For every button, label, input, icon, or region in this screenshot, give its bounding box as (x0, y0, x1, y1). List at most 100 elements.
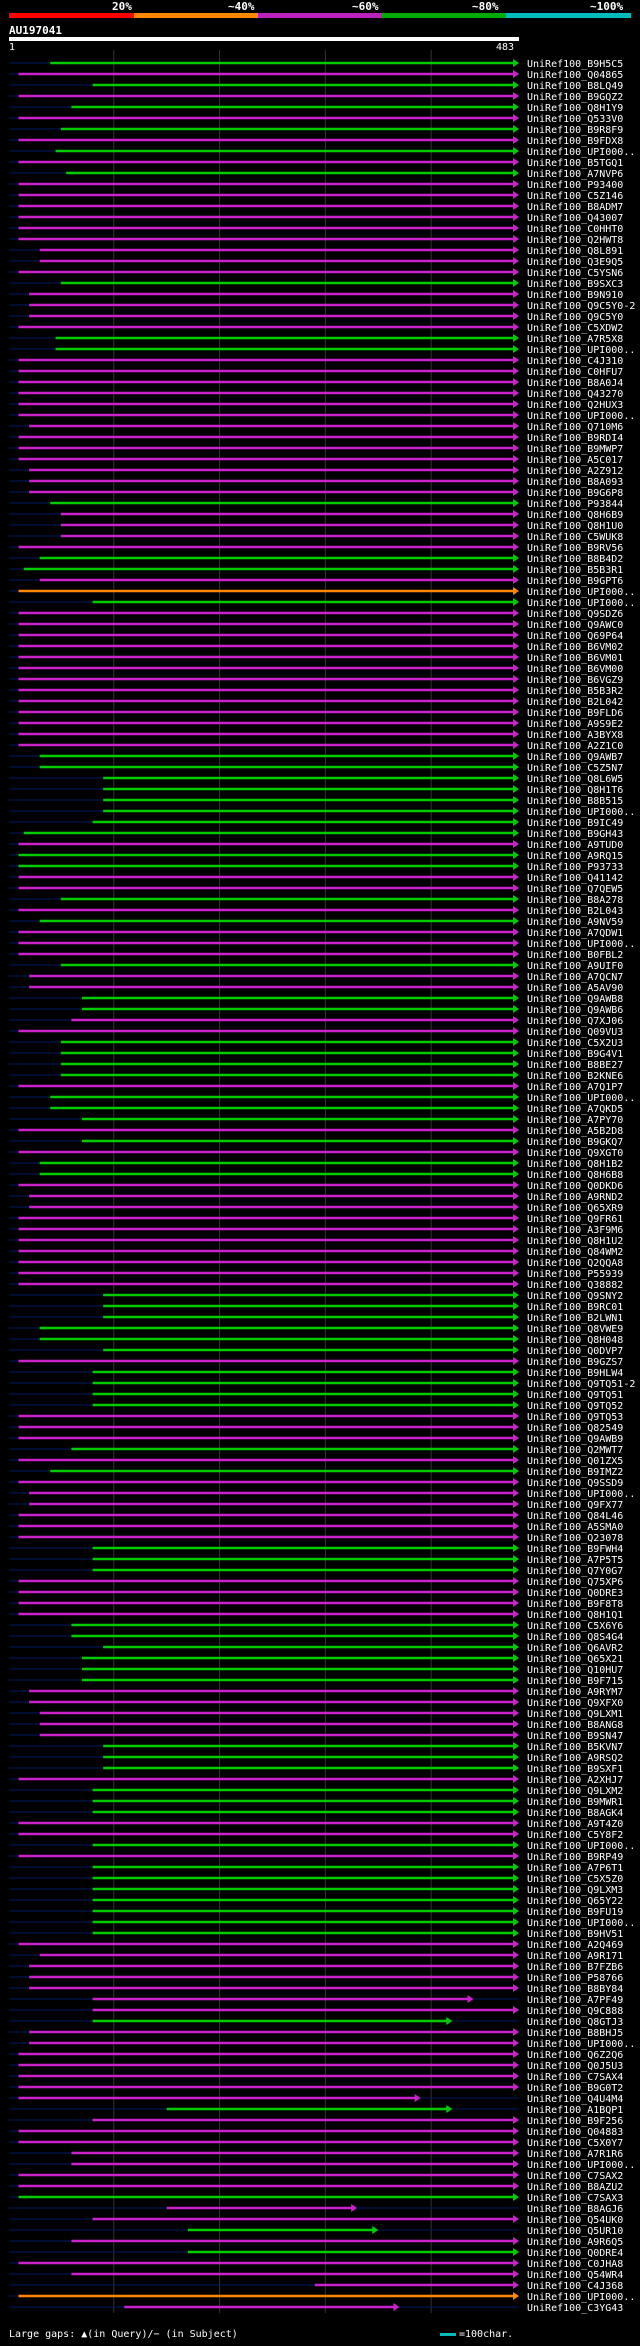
hit-label[interactable]: UniRef100_C5X2U3 (527, 1038, 623, 1049)
hit-label[interactable]: UniRef100_Q8H1T6 (527, 785, 623, 796)
hit-label[interactable]: UniRef100_Q9XGT0 (527, 1148, 623, 1159)
hit-label[interactable]: UniRef100_Q9AWB8 (527, 994, 623, 1005)
hit-label[interactable]: UniRef100_Q9AWB6 (527, 1005, 623, 1016)
hit-label[interactable]: UniRef100_Q8H1Y9 (527, 103, 623, 114)
hit-label[interactable]: UniRef100_Q9AWB9 (527, 1434, 623, 1445)
hit-label[interactable]: UniRef100_Q8H1B2 (527, 1159, 623, 1170)
hit-label[interactable]: UniRef100_A2Z912 (527, 466, 623, 477)
hit-label[interactable]: UniRef100_C0JHA8 (527, 2259, 623, 2270)
hit-label[interactable]: UniRef100_B7FZB6 (527, 1962, 623, 1973)
hit-label[interactable]: UniRef100_Q65XR9 (527, 1203, 623, 1214)
hit-label[interactable]: UniRef100_A5C017 (527, 455, 623, 466)
hit-label[interactable]: UniRef100_Q09VU3 (527, 1027, 623, 1038)
hit-label[interactable]: UniRef100_Q23078 (527, 1533, 623, 1544)
hit-label[interactable]: UniRef100_Q9TQ51-2 (527, 1379, 635, 1390)
hit-label[interactable]: UniRef100_B9RC01 (527, 1302, 623, 1313)
hit-label[interactable]: UniRef100_UPI000.. (527, 1489, 635, 1500)
hit-label[interactable]: UniRef100_B9F8T8 (527, 1599, 623, 1610)
hit-label[interactable]: UniRef100_UPI000.. (527, 2039, 635, 2050)
hit-label[interactable]: UniRef100_C5WUK8 (527, 532, 623, 543)
hit-label[interactable]: UniRef100_Q710M6 (527, 422, 623, 433)
hit-label[interactable]: UniRef100_B0FBL2 (527, 950, 623, 961)
hit-label[interactable]: UniRef100_UPI000.. (527, 598, 635, 609)
hit-label[interactable]: UniRef100_B8BE27 (527, 1060, 623, 1071)
hit-label[interactable]: UniRef100_A9RND2 (527, 1192, 623, 1203)
hit-label[interactable]: UniRef100_A7NVP6 (527, 169, 623, 180)
hit-label[interactable]: UniRef100_A7PY70 (527, 1115, 623, 1126)
hit-label[interactable]: UniRef100_UPI000.. (527, 1841, 635, 1852)
hit-label[interactable]: UniRef100_B8ANG8 (527, 1720, 623, 1731)
hit-label[interactable]: UniRef100_B5KVN7 (527, 1742, 623, 1753)
hit-label[interactable]: UniRef100_Q82549 (527, 1423, 623, 1434)
hit-label[interactable]: UniRef100_Q2MWT7 (527, 1445, 623, 1456)
hit-label[interactable]: UniRef100_B9G0T2 (527, 2083, 623, 2094)
hit-label[interactable]: UniRef100_Q84WM2 (527, 1247, 623, 1258)
hit-label[interactable]: UniRef100_B9RDI4 (527, 433, 623, 444)
hit-label[interactable]: UniRef100_Q9FR61 (527, 1214, 623, 1225)
hit-label[interactable]: UniRef100_Q0DRE3 (527, 1588, 623, 1599)
hit-label[interactable]: UniRef100_B5TGQ1 (527, 158, 623, 169)
hit-label[interactable]: UniRef100_Q3E9Q5 (527, 257, 623, 268)
hit-label[interactable]: UniRef100_A9R171 (527, 1951, 623, 1962)
hit-label[interactable]: UniRef100_C0HHT0 (527, 224, 623, 235)
hit-label[interactable]: UniRef100_A9NV59 (527, 917, 623, 928)
hit-label[interactable]: UniRef100_B8AGK4 (527, 1808, 623, 1819)
hit-label[interactable]: UniRef100_B8A093 (527, 477, 623, 488)
hit-label[interactable]: UniRef100_Q8H6B9 (527, 510, 623, 521)
hit-label[interactable]: UniRef100_C5Y8F2 (527, 1830, 623, 1841)
hit-label[interactable]: UniRef100_UPI000.. (527, 411, 635, 422)
hit-label[interactable]: UniRef100_UPI000.. (527, 939, 635, 950)
hit-label[interactable]: UniRef100_Q9TQ52 (527, 1401, 623, 1412)
hit-label[interactable]: UniRef100_Q0DRE4 (527, 2248, 623, 2259)
hit-label[interactable]: UniRef100_B9G4V1 (527, 1049, 623, 1060)
hit-label[interactable]: UniRef100_B9RP49 (527, 1852, 623, 1863)
hit-label[interactable]: UniRef100_UPI000.. (527, 2292, 635, 2303)
hit-label[interactable]: UniRef100_A7QCN7 (527, 972, 623, 983)
hit-label[interactable]: UniRef100_A9T4Z0 (527, 1819, 623, 1830)
hit-label[interactable]: UniRef100_Q01ZX5 (527, 1456, 623, 1467)
hit-label[interactable]: UniRef100_C5XDW2 (527, 323, 623, 334)
hit-label[interactable]: UniRef100_C4J310 (527, 356, 623, 367)
hit-label[interactable]: UniRef100_Q43270 (527, 389, 623, 400)
hit-label[interactable]: UniRef100_A9TUD0 (527, 840, 623, 851)
hit-label[interactable]: UniRef100_UPI000.. (527, 1918, 635, 1929)
hit-label[interactable]: UniRef100_B9RV56 (527, 543, 623, 554)
hit-label[interactable]: UniRef100_B8ADM7 (527, 202, 623, 213)
hit-label[interactable]: UniRef100_B6VM00 (527, 664, 623, 675)
hit-label[interactable]: UniRef100_Q84L46 (527, 1511, 623, 1522)
hit-label[interactable]: UniRef100_B9GPT6 (527, 576, 623, 587)
hit-label[interactable]: UniRef100_A3BYX8 (527, 730, 623, 741)
hit-label[interactable]: UniRef100_B9FWH4 (527, 1544, 623, 1555)
hit-label[interactable]: UniRef100_B8A278 (527, 895, 623, 906)
hit-label[interactable]: UniRef100_C5X0Y7 (527, 2138, 623, 2149)
hit-label[interactable]: UniRef100_Q9FX77 (527, 1500, 623, 1511)
hit-label[interactable]: UniRef100_A7QKD5 (527, 1104, 623, 1115)
hit-label[interactable]: UniRef100_B8AGJ6 (527, 2204, 623, 2215)
hit-label[interactable]: UniRef100_B8LQ49 (527, 81, 623, 92)
hit-label[interactable]: UniRef100_A7PF49 (527, 1995, 623, 2006)
hit-label[interactable]: UniRef100_Q8H1U0 (527, 521, 623, 532)
hit-label[interactable]: UniRef100_A7QDW1 (527, 928, 623, 939)
hit-label[interactable]: UniRef100_Q75XP6 (527, 1577, 623, 1588)
hit-label[interactable]: UniRef100_Q41142 (527, 873, 623, 884)
hit-label[interactable]: UniRef100_B9SXC3 (527, 279, 623, 290)
hit-label[interactable]: UniRef100_Q9TQ53 (527, 1412, 623, 1423)
hit-label[interactable]: UniRef100_UPI000.. (527, 147, 635, 158)
hit-label[interactable]: UniRef100_B9SN47 (527, 1731, 623, 1742)
hit-label[interactable]: UniRef100_Q65X21 (527, 1654, 623, 1665)
hit-label[interactable]: UniRef100_B9H5C5 (527, 59, 623, 70)
hit-label[interactable]: UniRef100_Q9C5Y0-2 (527, 301, 635, 312)
hit-label[interactable]: UniRef100_A1BQP1 (527, 2105, 623, 2116)
hit-label[interactable]: UniRef100_B2LWN1 (527, 1313, 623, 1324)
hit-label[interactable]: UniRef100_Q4U4M4 (527, 2094, 623, 2105)
hit-label[interactable]: UniRef100_B9GH43 (527, 829, 623, 840)
hit-label[interactable]: UniRef100_Q8L891 (527, 246, 623, 257)
hit-label[interactable]: UniRef100_B9F715 (527, 1676, 623, 1687)
hit-label[interactable]: UniRef100_A9RYM7 (527, 1687, 623, 1698)
hit-label[interactable]: UniRef100_Q8L6W5 (527, 774, 623, 785)
hit-label[interactable]: UniRef100_Q9AWB7 (527, 752, 623, 763)
hit-label[interactable]: UniRef100_A7R1R6 (527, 2149, 623, 2160)
hit-label[interactable]: UniRef100_C7SAX2 (527, 2171, 623, 2182)
hit-label[interactable]: UniRef100_Q38882 (527, 1280, 623, 1291)
hit-label[interactable]: UniRef100_Q2HWT8 (527, 235, 623, 246)
